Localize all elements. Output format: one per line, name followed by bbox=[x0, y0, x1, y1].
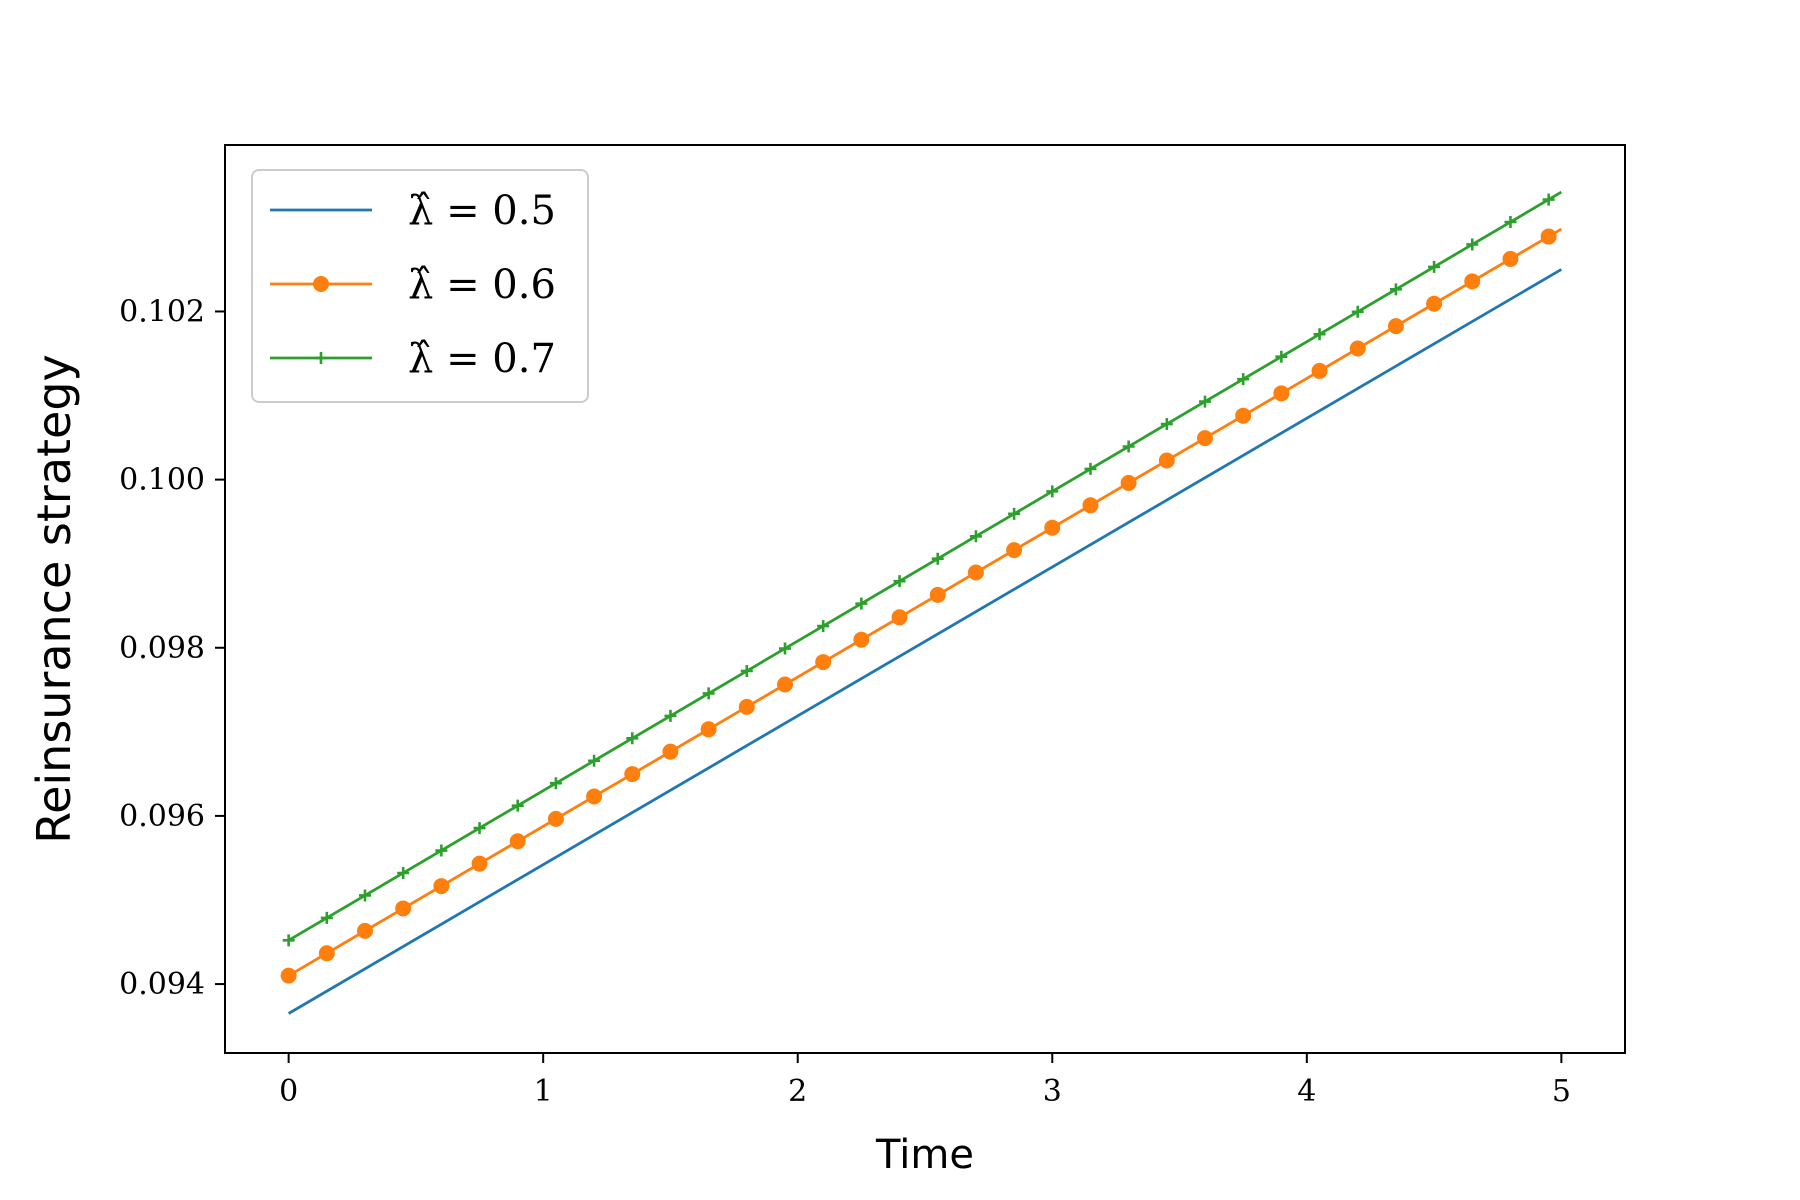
series-3 bbox=[282, 190, 1563, 947]
data-point bbox=[282, 934, 295, 947]
y-axis-title: Reinsurance strategy bbox=[27, 354, 81, 844]
series-layer bbox=[280, 190, 1563, 1015]
data-point bbox=[1044, 519, 1061, 536]
data-point bbox=[1351, 305, 1364, 318]
data-point bbox=[855, 597, 868, 610]
data-point bbox=[664, 709, 677, 722]
data-point bbox=[1466, 238, 1479, 251]
data-point bbox=[1273, 385, 1290, 402]
data-point bbox=[433, 878, 450, 895]
data-point bbox=[969, 530, 982, 543]
y-tick-label: 0.100 bbox=[119, 463, 205, 498]
x-tick-label: 4 bbox=[1297, 1074, 1316, 1109]
data-point bbox=[967, 564, 984, 581]
data-point bbox=[1046, 485, 1059, 498]
series-2 bbox=[280, 227, 1563, 984]
data-point bbox=[779, 642, 791, 655]
data-point bbox=[473, 822, 486, 835]
y-tick-label: 0.098 bbox=[119, 631, 205, 666]
x-axis-title: Time bbox=[875, 1132, 974, 1178]
y-tick-label: 0.094 bbox=[119, 967, 205, 1002]
x-tick-label: 3 bbox=[1043, 1074, 1062, 1109]
x-tick-label: 0 bbox=[279, 1074, 298, 1109]
legend-label: λ̂ = 0.5 bbox=[408, 188, 556, 234]
data-point bbox=[549, 777, 562, 790]
data-point bbox=[509, 833, 526, 850]
data-point bbox=[1122, 440, 1135, 453]
data-point bbox=[1311, 362, 1328, 379]
data-point bbox=[1006, 542, 1023, 559]
data-point bbox=[471, 855, 488, 872]
data-point bbox=[1349, 340, 1366, 357]
data-point bbox=[626, 732, 639, 745]
data-point bbox=[1237, 373, 1250, 386]
data-point bbox=[1428, 260, 1441, 273]
data-point bbox=[740, 664, 753, 677]
legend: λ̂ = 0.5 λ̂ = 0.6 λ̂ = 0.7 bbox=[251, 169, 589, 403]
data-point bbox=[1540, 228, 1557, 245]
x-tick-label: 1 bbox=[534, 1074, 553, 1109]
data-point bbox=[662, 743, 679, 760]
data-point bbox=[702, 687, 715, 700]
plot-frame bbox=[224, 144, 1626, 1054]
data-point bbox=[1313, 328, 1326, 341]
data-point bbox=[320, 911, 333, 924]
data-point bbox=[1120, 474, 1137, 491]
legend-marker bbox=[315, 352, 327, 364]
data-point bbox=[1235, 407, 1252, 424]
data-point bbox=[395, 900, 412, 917]
data-point bbox=[700, 721, 717, 738]
data-point bbox=[1197, 430, 1213, 447]
data-point bbox=[931, 552, 944, 565]
data-point bbox=[1199, 395, 1211, 408]
data-point bbox=[624, 766, 641, 783]
x-axis: 0 1 2 3 4 5 bbox=[279, 1053, 1571, 1109]
y-tick-label: 0.102 bbox=[119, 294, 205, 329]
data-point bbox=[318, 945, 335, 962]
series-line bbox=[287, 268, 1563, 1015]
data-point bbox=[547, 810, 564, 827]
legend-label: λ̂ = 0.7 bbox=[408, 336, 556, 382]
data-point bbox=[1504, 216, 1517, 229]
data-point bbox=[1502, 250, 1519, 267]
data-point bbox=[1084, 462, 1097, 475]
data-point bbox=[280, 967, 297, 984]
data-point bbox=[1160, 418, 1173, 431]
x-tick-label: 2 bbox=[788, 1074, 807, 1109]
data-point bbox=[1158, 452, 1175, 469]
data-point bbox=[815, 654, 832, 671]
data-point bbox=[357, 922, 373, 939]
data-point bbox=[586, 788, 603, 805]
data-point bbox=[1542, 193, 1555, 206]
data-point bbox=[1426, 295, 1443, 312]
legend-marker bbox=[313, 276, 329, 292]
data-point bbox=[738, 698, 755, 715]
series-line bbox=[287, 227, 1563, 977]
data-point bbox=[397, 866, 410, 879]
data-point bbox=[817, 620, 830, 633]
data-point bbox=[588, 754, 601, 767]
data-point bbox=[929, 586, 946, 603]
data-point bbox=[359, 889, 371, 902]
data-point bbox=[511, 799, 524, 812]
y-tick-label: 0.096 bbox=[119, 799, 205, 834]
legend-label: λ̂ = 0.6 bbox=[408, 262, 556, 308]
data-point bbox=[893, 575, 906, 588]
data-point bbox=[1387, 318, 1404, 335]
legend-box bbox=[251, 169, 589, 403]
data-point bbox=[891, 609, 908, 626]
data-point bbox=[1082, 497, 1099, 514]
series-line bbox=[287, 190, 1563, 942]
x-tick-label: 5 bbox=[1552, 1074, 1571, 1109]
data-point bbox=[853, 631, 870, 648]
data-point bbox=[1464, 273, 1481, 290]
data-point bbox=[1389, 283, 1402, 296]
y-axis: 0.094 0.096 0.098 0.100 0.102 bbox=[119, 294, 225, 1002]
series-1 bbox=[287, 268, 1563, 1015]
data-point bbox=[1275, 350, 1288, 363]
data-point bbox=[1008, 507, 1021, 520]
data-point bbox=[435, 844, 448, 857]
data-point bbox=[777, 676, 793, 693]
